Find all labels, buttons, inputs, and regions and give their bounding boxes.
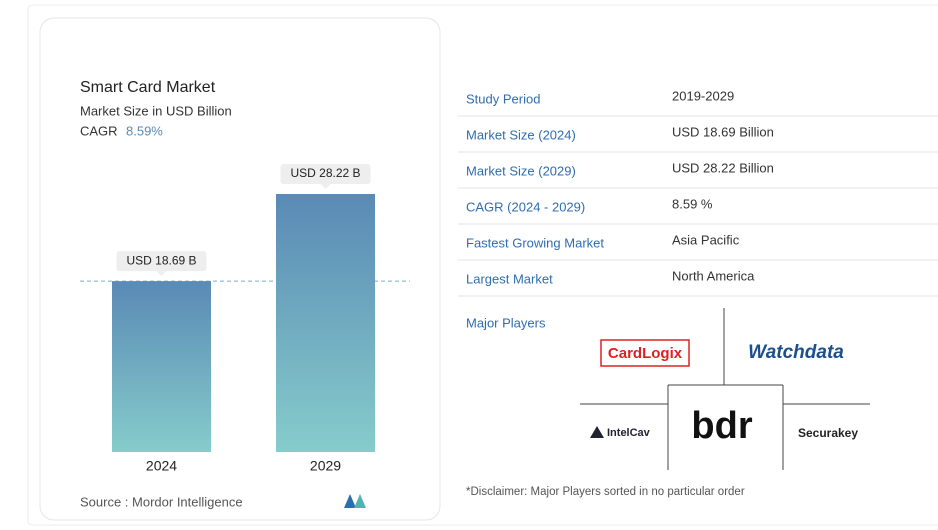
disclaimer: *Disclaimer: Major Players sorted in no … <box>466 486 745 498</box>
source: Source : Mordor Intelligence <box>80 494 243 509</box>
row-value: 2019-2029 <box>672 88 734 103</box>
outer-frame <box>27 4 938 526</box>
row-value: USD 28.22 Billion <box>672 160 774 175</box>
bar <box>112 281 211 452</box>
player-logo: Watchdata <box>748 342 844 363</box>
x-tick-label: 2029 <box>310 458 341 474</box>
cagr-label: CAGR <box>80 123 118 138</box>
chart-title: Smart Card Market <box>80 79 216 96</box>
player-logo: CardLogix <box>608 345 683 362</box>
player-logo: Securakey <box>798 426 858 440</box>
label-pointer <box>156 271 167 277</box>
row-value: North America <box>672 268 755 283</box>
chart-subtitle: Market Size in USD Billion <box>80 103 232 118</box>
value-label: USD 28.22 B <box>290 166 360 180</box>
player-logo: IntelCav <box>607 427 651 439</box>
row-label: CAGR (2024 - 2029) <box>466 199 585 214</box>
x-tick-label: 2024 <box>146 458 177 474</box>
row-label: Market Size (2024) <box>466 127 576 142</box>
row-label: Largest Market <box>466 271 553 286</box>
row-label: Study Period <box>466 91 540 106</box>
player-grid <box>580 308 870 470</box>
players-title: Major Players <box>466 315 546 330</box>
bar <box>276 194 375 452</box>
label-bubble <box>116 251 207 272</box>
row-label: Market Size (2029) <box>466 163 576 178</box>
label-pointer <box>320 184 331 189</box>
cagr-value: 8.59% <box>126 123 163 138</box>
label-bubble <box>280 164 371 184</box>
row-value: 8.59 % <box>672 196 713 211</box>
row-value: USD 18.69 Billion <box>672 124 774 139</box>
logo-frame <box>600 339 690 367</box>
source-logo <box>344 494 366 508</box>
value-label: USD 18.69 B <box>126 253 196 267</box>
row-label: Fastest Growing Market <box>466 235 604 250</box>
logo-icon <box>590 426 604 438</box>
row-value: Asia Pacific <box>672 232 740 247</box>
player-logo: bdr <box>691 405 752 447</box>
